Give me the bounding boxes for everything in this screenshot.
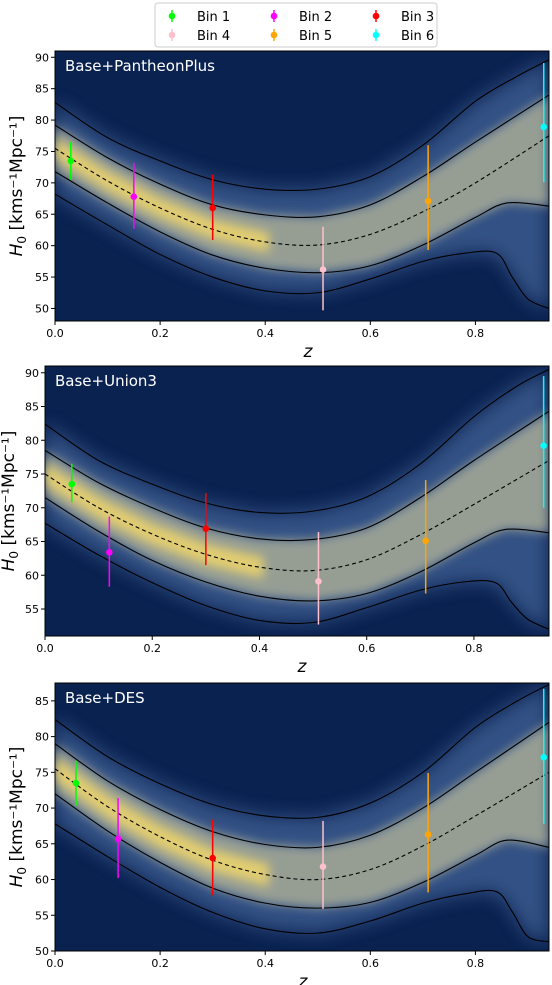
- panel-title: Base+DES: [65, 689, 145, 707]
- data-marker: [540, 124, 547, 131]
- panel-title: Base+PantheonPlus: [65, 57, 215, 75]
- y-tick-label: 55: [25, 603, 39, 616]
- data-marker: [203, 525, 210, 532]
- y-tick-label: 85: [35, 83, 49, 96]
- x-tick-label: 0.0: [46, 327, 64, 340]
- data-marker: [67, 158, 74, 165]
- data-marker: [425, 831, 432, 838]
- y-tick-label: 55: [35, 909, 49, 922]
- legend-point-marker: [169, 13, 176, 20]
- y-tick-label: 60: [35, 874, 49, 887]
- legend-label: Bin 1: [197, 10, 230, 25]
- y-axis-label: H0 [kms⁻¹Mpc⁻¹]: [7, 116, 29, 257]
- data-marker: [209, 855, 216, 862]
- x-tick-label: 0.0: [46, 957, 64, 970]
- legend: Bin 1 Bin 2 Bin 3 Bin 4 Bin 5 Bin 6: [155, 3, 437, 47]
- legend-point-marker: [169, 32, 176, 39]
- legend-point-marker: [373, 32, 380, 39]
- x-tick-label: 0.2: [151, 327, 169, 340]
- y-tick-label: 75: [25, 468, 39, 481]
- y-tick-label: 80: [35, 114, 49, 127]
- y-tick-label: 65: [35, 838, 49, 851]
- y-tick-label: 55: [35, 271, 49, 284]
- data-marker: [315, 578, 322, 585]
- y-tick-label: 75: [35, 145, 49, 158]
- x-tick-label: 0.8: [465, 642, 483, 655]
- data-marker: [209, 205, 216, 212]
- y-axis-label: H0 [kms⁻¹Mpc⁻¹]: [0, 431, 21, 572]
- legend-label: Bin 2: [299, 10, 332, 25]
- y-tick-label: 90: [35, 51, 49, 64]
- x-tick-label: 0.2: [151, 957, 169, 970]
- y-tick-label: 65: [35, 208, 49, 221]
- y-tick-label: 50: [35, 302, 49, 315]
- y-tick-label: 85: [35, 695, 49, 708]
- x-tick-label: 0.4: [251, 642, 269, 655]
- panel-title: Base+Union3: [55, 372, 157, 390]
- x-axis-label: z: [303, 342, 314, 362]
- x-tick-label: 0.6: [362, 327, 380, 340]
- chart-panel-3: 0.0 0.2 0.4 0.6 0.8 50 55 60 65 70 75 80 85 z H0 [kms⁻…: [7, 683, 549, 985]
- data-marker: [425, 198, 432, 205]
- x-tick-label: 0.4: [256, 957, 274, 970]
- y-tick-label: 70: [35, 177, 49, 190]
- data-marker: [540, 754, 547, 761]
- x-tick-label: 0.6: [358, 642, 376, 655]
- y-tick-label: 80: [35, 731, 49, 744]
- data-marker: [540, 442, 547, 449]
- x-tick-label: 0.0: [36, 642, 54, 655]
- y-tick-label: 90: [25, 367, 39, 380]
- y-tick-label: 60: [25, 569, 39, 582]
- x-tick-label: 0.2: [143, 642, 161, 655]
- x-tick-label: 0.8: [467, 957, 485, 970]
- legend-label: Bin 6: [401, 29, 434, 44]
- x-tick-label: 0.8: [467, 327, 485, 340]
- legend-point-marker: [271, 13, 278, 20]
- legend-point-marker: [373, 13, 380, 20]
- y-tick-label: 60: [35, 240, 49, 253]
- x-axis-label: z: [298, 972, 309, 985]
- legend-label: Bin 5: [299, 29, 332, 44]
- y-tick-label: 50: [35, 945, 49, 958]
- data-marker: [106, 549, 113, 556]
- chart-panel-2: 0.0 0.2 0.4 0.6 0.8 55 60 65 70 75 80 85 90 z H0 [kms⁻…: [0, 366, 549, 677]
- data-marker: [131, 193, 138, 200]
- legend-point-marker: [271, 32, 278, 39]
- data-marker: [422, 538, 429, 545]
- data-marker: [320, 266, 327, 273]
- x-tick-label: 0.6: [362, 957, 380, 970]
- y-tick-label: 65: [25, 536, 39, 549]
- data-marker: [73, 780, 80, 787]
- x-axis-label: z: [297, 657, 308, 677]
- chart-panel-1: 0.0 0.2 0.4 0.6 0.8 50 55 60 65 70 75 80 85 90 z H0 [km…: [7, 51, 549, 362]
- y-tick-label: 75: [35, 766, 49, 779]
- y-tick-label: 80: [25, 434, 39, 447]
- legend-label: Bin 4: [197, 29, 230, 44]
- data-marker: [320, 863, 327, 870]
- y-tick-label: 70: [35, 802, 49, 815]
- x-tick-label: 0.4: [256, 327, 274, 340]
- y-axis-label: H0 [kms⁻¹Mpc⁻¹]: [7, 747, 29, 888]
- data-marker: [69, 481, 76, 488]
- legend-label: Bin 3: [401, 10, 434, 25]
- y-tick-label: 70: [25, 502, 39, 515]
- data-marker: [115, 835, 122, 842]
- y-tick-label: 85: [25, 401, 39, 414]
